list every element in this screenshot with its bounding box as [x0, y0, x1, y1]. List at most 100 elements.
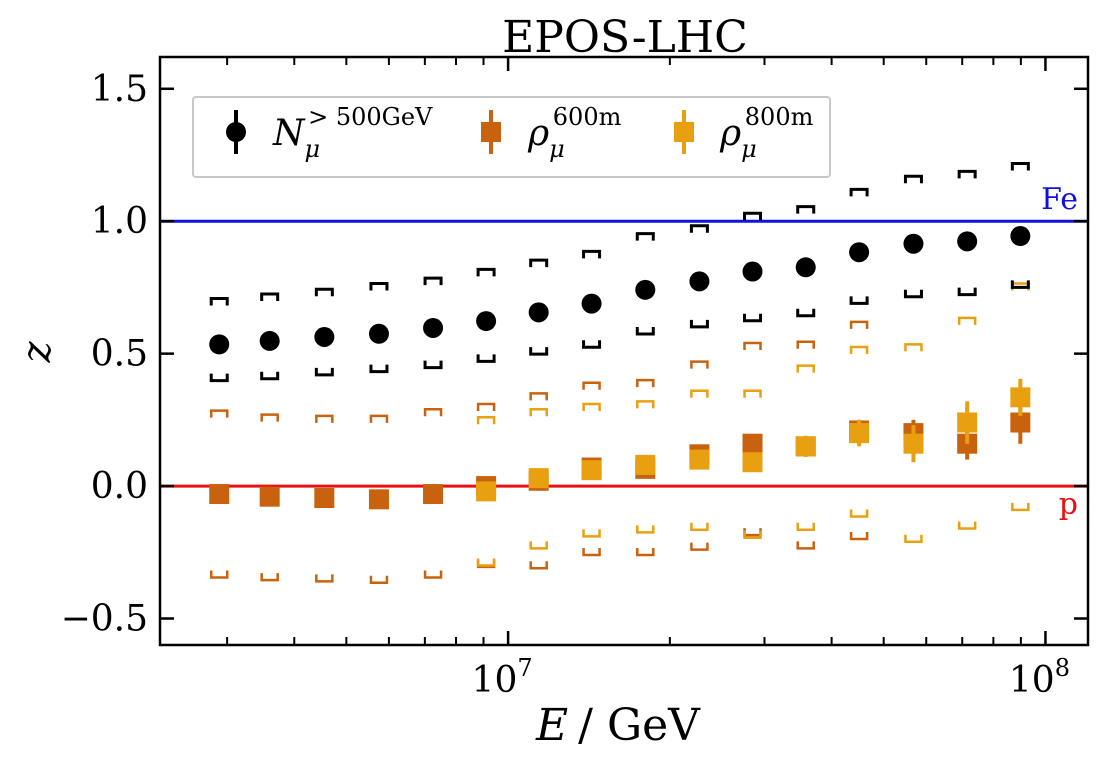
sys-low-n-mu-500gev [849, 296, 869, 305]
x-tick-label: 107 [472, 654, 533, 701]
point-rho-mu-800m [1010, 387, 1031, 408]
point-n-mu-500gev [903, 233, 924, 254]
sys-low-n-mu-500gev [689, 319, 709, 329]
legend-label-n-mu-500gev: Nμ> 500GeV [272, 103, 433, 163]
sys-low-rho-mu-800m [582, 529, 601, 538]
sys-low-n-mu-500gev [957, 287, 977, 297]
point-n-mu-500gev [689, 271, 710, 292]
sys-high-n-mu-500gev [369, 281, 389, 291]
sys-high-rho-mu-600m [209, 409, 229, 418]
sys-low-n-mu-500gev [903, 289, 923, 299]
point-rho-mu-600m [314, 488, 335, 508]
point-rho-mu-800m [849, 423, 870, 444]
point-rho-mu-800m [581, 460, 602, 481]
sys-low-n-mu-500gev [796, 308, 816, 318]
point-n-mu-500gev [957, 231, 978, 252]
point-rho-mu-600m [259, 486, 280, 507]
sys-low-rho-mu-600m [369, 575, 389, 585]
sys-low-rho-mu-600m [743, 528, 762, 537]
point-rho-mu-600m [209, 484, 230, 505]
x-axis-label-unit: / GeV [578, 700, 701, 751]
sys-low-rho-mu-600m [690, 542, 709, 551]
point-n-mu-500gev [742, 261, 763, 282]
point-rho-mu-800m [635, 454, 656, 475]
point-rho-mu-600m [368, 489, 389, 510]
sys-high-rho-mu-600m [315, 414, 334, 423]
sys-high-rho-mu-800m [796, 364, 815, 373]
legend-box [192, 96, 831, 178]
sys-high-n-mu-500gev [260, 292, 280, 302]
sys-low-rho-mu-800m [476, 558, 496, 567]
sys-high-rho-mu-600m [636, 378, 655, 388]
sys-low-n-mu-500gev [369, 364, 389, 374]
sys-high-rho-mu-600m [369, 414, 389, 423]
sys-high-n-mu-500gev [476, 267, 496, 277]
point-rho-mu-800m [528, 468, 549, 489]
reference-label-fe: Fe [1041, 182, 1078, 217]
sys-high-rho-mu-600m [849, 320, 869, 329]
sys-high-n-mu-500gev [903, 174, 923, 184]
point-n-mu-500gev [849, 242, 870, 263]
sys-low-n-mu-500gev [743, 313, 763, 323]
point-n-mu-500gev [259, 330, 280, 351]
sys-low-rho-mu-800m [690, 522, 709, 532]
sys-low-rho-mu-600m [529, 561, 548, 570]
sys-high-n-mu-500gev [796, 205, 816, 214]
sys-high-rho-mu-600m [260, 413, 279, 422]
legend-marker-rho-mu-600m [481, 122, 501, 142]
sys-low-n-mu-500gev [1010, 280, 1030, 289]
sys-high-n-mu-500gev [849, 187, 869, 197]
sys-high-rho-mu-600m [529, 392, 548, 401]
sys-high-rho-mu-600m [423, 408, 443, 417]
y-tick-label: 1.5 [91, 69, 148, 110]
sys-low-rho-mu-600m [796, 541, 815, 550]
sys-high-rho-mu-800m [904, 343, 923, 352]
sys-high-n-mu-500gev [957, 169, 977, 179]
sys-low-n-mu-500gev [476, 354, 496, 363]
y-tick-label: 0.5 [91, 334, 148, 375]
sys-high-rho-mu-800m [476, 415, 496, 425]
sys-low-n-mu-500gev [635, 327, 655, 336]
point-rho-mu-600m [742, 433, 763, 454]
x-axis-label: E / GeV [535, 700, 701, 751]
sys-high-n-mu-500gev [743, 211, 763, 221]
legend: Nμ> 500GeV ρμ600m ρμ800m [192, 96, 831, 178]
sys-low-rho-mu-600m [260, 573, 279, 582]
sys-low-n-mu-500gev [260, 371, 280, 381]
point-rho-mu-800m [903, 433, 924, 454]
point-rho-mu-600m [1010, 412, 1031, 433]
sys-high-n-mu-500gev [689, 224, 709, 233]
legend-marker-n-mu-500gev [226, 122, 246, 142]
legend-label-rho-mu-800m: ρμ800m [719, 103, 814, 163]
sys-high-n-mu-500gev [582, 249, 602, 259]
sys-high-rho-mu-800m [636, 400, 655, 409]
reference-label-p: p [1059, 487, 1078, 522]
sys-low-n-mu-500gev [209, 373, 229, 383]
sys-high-rho-mu-600m [690, 360, 709, 369]
legend-marker-rho-mu-800m [674, 122, 694, 142]
sys-high-rho-mu-800m [582, 402, 601, 411]
point-rho-mu-800m [742, 452, 763, 473]
sys-low-n-mu-500gev [314, 367, 334, 377]
point-n-mu-500gev [528, 302, 549, 323]
sys-high-n-mu-500gev [314, 287, 334, 297]
y-tick-label: 1.0 [91, 201, 148, 242]
sys-high-n-mu-500gev [635, 232, 655, 241]
y-axis-label: z [14, 341, 60, 364]
sys-high-rho-mu-600m [582, 381, 601, 390]
x-axis-label-variable: E [535, 700, 568, 751]
y-tick-label: −0.5 [61, 599, 148, 640]
sys-low-rho-mu-800m [957, 521, 977, 530]
point-rho-mu-800m [795, 436, 816, 457]
chart-title: EPOS-LHC [502, 12, 748, 63]
point-rho-mu-800m [476, 481, 497, 502]
sys-low-rho-mu-600m [582, 547, 601, 557]
point-n-mu-500gev [314, 326, 335, 347]
sys-high-rho-mu-600m [796, 340, 815, 349]
point-n-mu-500gev [423, 317, 444, 338]
sys-low-rho-mu-800m [743, 530, 762, 539]
point-n-mu-500gev [368, 323, 389, 344]
sys-low-n-mu-500gev [582, 340, 602, 349]
sys-high-n-mu-500gev [423, 276, 443, 286]
